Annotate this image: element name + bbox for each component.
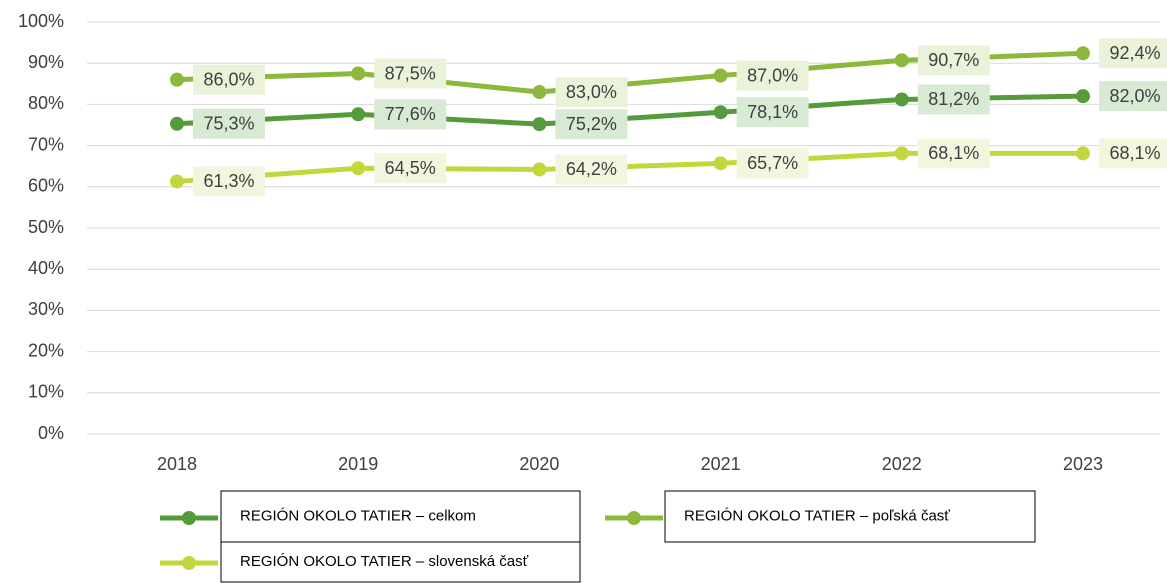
x-tick-label: 2021 [701,454,741,474]
data-label-bg [1099,138,1167,169]
marker [713,68,728,83]
data-label: 86,0% [203,69,254,89]
data-label-bg [1099,81,1167,112]
data-label: 77,6% [385,104,436,124]
marker [170,174,184,189]
marker [1076,89,1090,104]
data-label: 87,5% [385,63,436,83]
marker [532,117,547,132]
marker [713,156,728,171]
data-label-bg [736,97,809,128]
data-label-bg [917,45,990,76]
data-label-bg [917,138,990,169]
y-tick-label: 70% [28,134,64,154]
marker [894,92,909,107]
data-label: 87,0% [747,65,798,85]
data-label-bg [374,153,447,184]
data-label-bg [193,64,265,95]
data-label: 78,1% [747,102,798,122]
x-tick-label: 2018 [157,454,197,474]
marker [351,66,366,81]
marker [532,85,547,100]
legend-box [220,541,581,583]
x-tick-label: 2020 [519,454,559,474]
data-label-bg [193,166,265,197]
data-label: 75,3% [203,114,254,134]
data-label-bg [374,99,447,130]
data-label: 61,3% [203,171,254,191]
data-label: 82,0% [1109,86,1160,106]
marker [170,116,184,131]
legend-label: REGIÓN OKOLO TATIER – slovenská časť [240,553,529,570]
data-label: 68,1% [928,143,979,163]
x-tick-label: 2022 [882,454,922,474]
data-label: 65,7% [747,153,798,173]
marker [1076,46,1090,61]
data-label-bg [917,84,990,115]
legend-label: REGIÓN OKOLO TATIER – poľská časť [684,507,950,524]
y-tick-label: 60% [28,176,64,196]
data-label-bg [374,58,447,89]
data-label: 64,5% [385,158,436,178]
data-label: 64,2% [566,159,617,179]
data-label: 92,4% [1109,43,1160,63]
y-tick-label: 30% [28,299,64,319]
data-label-bg [193,108,265,139]
y-tick-label: 50% [28,217,64,237]
x-tick-label: 2023 [1063,454,1103,474]
marker [894,146,909,161]
x-tick-label: 2019 [338,454,378,474]
legend-marker [182,556,196,570]
marker [713,105,728,120]
marker [894,53,909,68]
y-tick-label: 10% [28,382,64,402]
legend-box [664,490,1036,543]
data-label-bg [736,60,809,91]
y-tick-label: 100% [18,11,64,31]
marker [1076,146,1090,161]
y-tick-label: 80% [28,93,64,113]
data-label: 90,7% [928,50,979,70]
data-label-bg [555,154,628,185]
marker [532,162,547,177]
data-label-bg [736,148,809,179]
data-label-bg [1099,38,1167,69]
legend-label: REGIÓN OKOLO TATIER – celkom [240,507,476,524]
data-label: 83,0% [566,82,617,102]
data-label-bg [555,109,628,140]
y-tick-label: 90% [28,52,64,72]
marker [351,161,366,176]
data-label: 68,1% [1109,143,1160,163]
legend-marker [627,511,641,525]
y-tick-label: 20% [28,340,64,360]
marker [351,107,366,122]
legend-marker [182,511,196,525]
y-tick-label: 0% [38,423,64,443]
marker [170,72,184,87]
data-label: 81,2% [928,89,979,109]
y-tick-label: 40% [28,258,64,278]
data-label-bg [555,77,628,108]
data-label: 75,2% [566,114,617,134]
